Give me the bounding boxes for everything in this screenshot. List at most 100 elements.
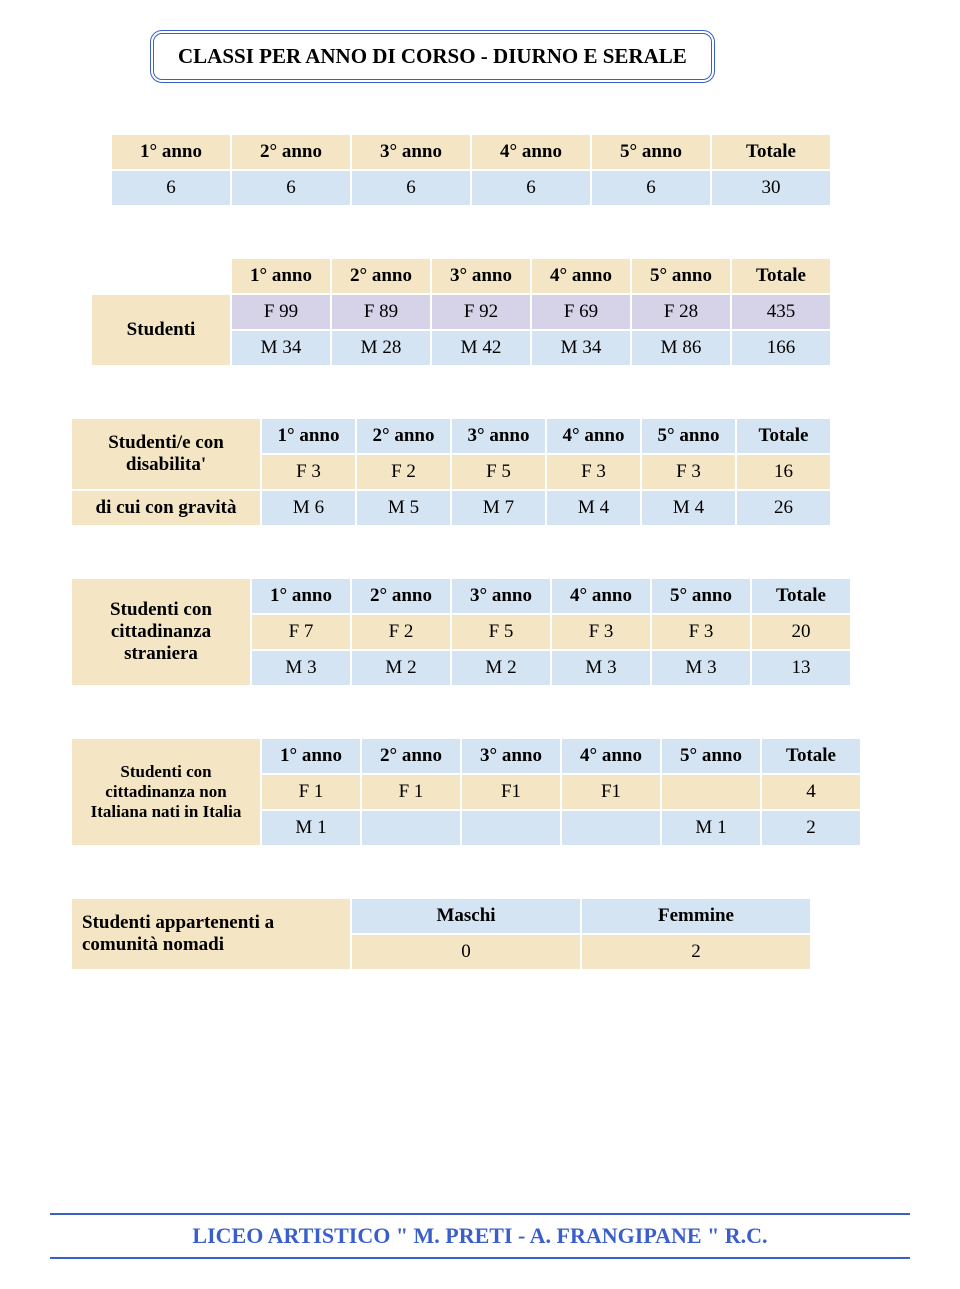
cell: 4° anno (546, 418, 641, 454)
cell: 6 (111, 170, 231, 206)
cell: M 34 (531, 330, 631, 366)
cell: 3° anno (351, 134, 471, 170)
cell: F 3 (641, 454, 736, 490)
cell: F 99 (231, 294, 331, 330)
cell: Femmine (581, 898, 811, 934)
cell: M 2 (351, 650, 451, 686)
cell: M 86 (631, 330, 731, 366)
cell (661, 774, 761, 810)
cell: Totale (751, 578, 851, 614)
cell: 0 (351, 934, 581, 970)
cell: 5° anno (661, 738, 761, 774)
cell: F 89 (331, 294, 431, 330)
table-disabilita: Studenti/e con disabilita'1° anno2° anno… (70, 417, 832, 527)
cell: F 5 (451, 454, 546, 490)
cell: 1° anno (111, 134, 231, 170)
footer-bar: LICEO ARTISTICO " M. PRETI - A. FRANGIPA… (50, 1213, 910, 1259)
cell: 4° anno (551, 578, 651, 614)
cell: 2° anno (351, 578, 451, 614)
cell: Studenti con cittadinanza non Italiana n… (71, 738, 261, 846)
cell: M 4 (546, 490, 641, 526)
cell: Totale (711, 134, 831, 170)
cell: M 1 (661, 810, 761, 846)
table-studenti: 1° anno2° anno3° anno4° anno5° annoTotal… (90, 257, 832, 367)
cell: F 2 (356, 454, 451, 490)
cell: 16 (736, 454, 831, 490)
cell: 2° anno (231, 134, 351, 170)
cell: 4° anno (531, 258, 631, 294)
cell: 2 (761, 810, 861, 846)
cell: M 4 (641, 490, 736, 526)
cell (461, 810, 561, 846)
cell: M 42 (431, 330, 531, 366)
table-straniera: Studenti con cittadinanza straniera1° an… (70, 577, 852, 687)
cell: 3° anno (451, 418, 546, 454)
table-classi: 1° anno2° anno3° anno4° anno5° annoTotal… (110, 133, 832, 207)
cell: M 1 (261, 810, 361, 846)
cell: 5° anno (591, 134, 711, 170)
cell: 2° anno (356, 418, 451, 454)
cell: Totale (761, 738, 861, 774)
cell: F 69 (531, 294, 631, 330)
cell: F 3 (651, 614, 751, 650)
cell: M 7 (451, 490, 546, 526)
cell: F 3 (261, 454, 356, 490)
cell: M 34 (231, 330, 331, 366)
cell: 166 (731, 330, 831, 366)
cell: 6 (231, 170, 351, 206)
cell: 3° anno (431, 258, 531, 294)
cell: M 3 (551, 650, 651, 686)
cell: F 28 (631, 294, 731, 330)
cell: 6 (591, 170, 711, 206)
cell: Studenti appartenenti a comunità nomadi (71, 898, 351, 970)
cell: F 5 (451, 614, 551, 650)
cell: 1° anno (251, 578, 351, 614)
cell: F 1 (361, 774, 461, 810)
cell: Studenti con cittadinanza straniera (71, 578, 251, 686)
cell (561, 810, 661, 846)
cell: di cui con gravità (71, 490, 261, 526)
cell: F 3 (551, 614, 651, 650)
cell: Totale (736, 418, 831, 454)
cell: 435 (731, 294, 831, 330)
cell: M 2 (451, 650, 551, 686)
cell: 26 (736, 490, 831, 526)
cell: M 3 (251, 650, 351, 686)
cell: 13 (751, 650, 851, 686)
cell: 5° anno (651, 578, 751, 614)
cell: M 28 (331, 330, 431, 366)
cell: F 1 (261, 774, 361, 810)
table-nomadi: Studenti appartenenti a comunità nomadiM… (70, 897, 812, 971)
cell (91, 258, 231, 294)
cell: 2° anno (361, 738, 461, 774)
cell: 2° anno (331, 258, 431, 294)
cell: 3° anno (451, 578, 551, 614)
cell: 30 (711, 170, 831, 206)
table-nati-italia: Studenti con cittadinanza non Italiana n… (70, 737, 862, 847)
cell: Totale (731, 258, 831, 294)
cell: 1° anno (261, 418, 356, 454)
cell: F1 (461, 774, 561, 810)
cell (361, 810, 461, 846)
cell: 2 (581, 934, 811, 970)
cell: M 3 (651, 650, 751, 686)
cell: F1 (561, 774, 661, 810)
page-title: CLASSI PER ANNO DI CORSO - DIURNO E SERA… (150, 30, 715, 83)
cell: 5° anno (641, 418, 736, 454)
cell: F 3 (546, 454, 641, 490)
cell: 6 (351, 170, 471, 206)
cell: M 6 (261, 490, 356, 526)
cell: 1° anno (231, 258, 331, 294)
cell: Maschi (351, 898, 581, 934)
cell: F 2 (351, 614, 451, 650)
cell: M 5 (356, 490, 451, 526)
cell: 4° anno (471, 134, 591, 170)
cell: Studenti/e con disabilita' (71, 418, 261, 490)
cell: Studenti (91, 294, 231, 366)
cell: 4 (761, 774, 861, 810)
cell: F 7 (251, 614, 351, 650)
cell: F 92 (431, 294, 531, 330)
cell: 20 (751, 614, 851, 650)
cell: 3° anno (461, 738, 561, 774)
cell: 5° anno (631, 258, 731, 294)
